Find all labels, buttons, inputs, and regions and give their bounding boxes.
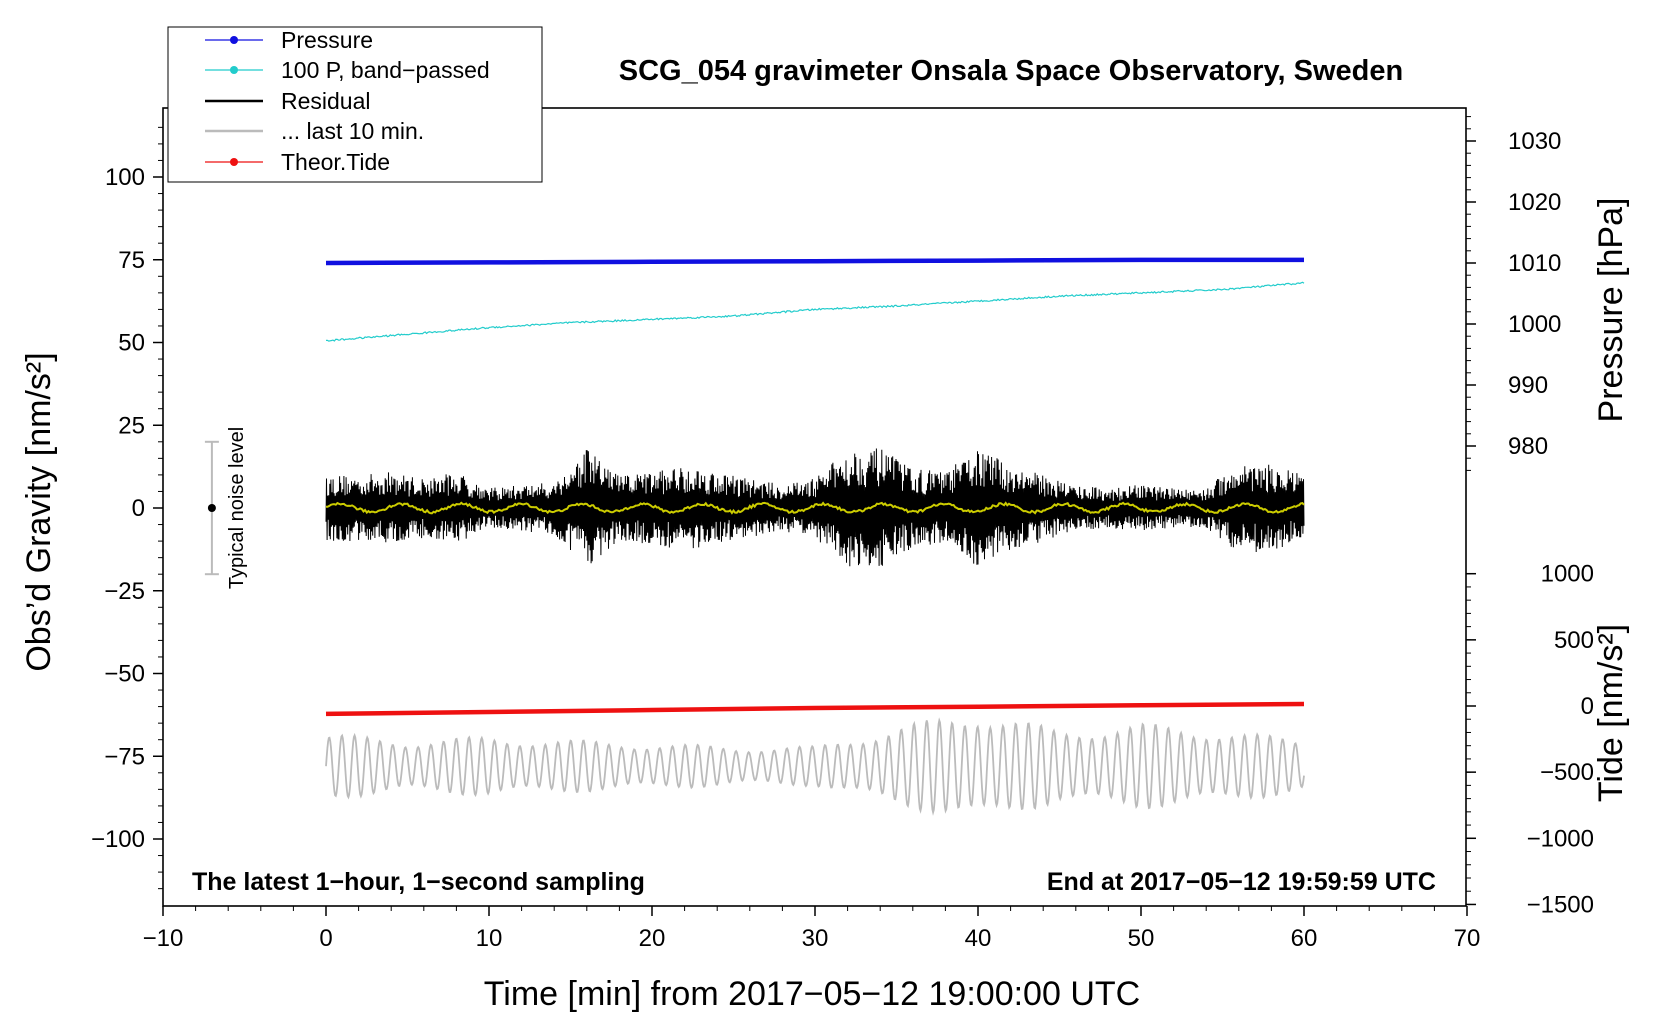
annotation-sampling: The latest 1−hour, 1−second sampling: [192, 868, 645, 896]
left-tick-label: −25: [104, 578, 145, 605]
left-tick-label: −75: [104, 743, 145, 770]
legend: Pressure 100 P, band−passed Residual ...…: [167, 26, 543, 183]
pressure-tick-label: 990: [1508, 372, 1548, 399]
noise-level-label: Typical noise level: [226, 427, 248, 589]
x-tick-label: 10: [476, 925, 503, 952]
left-tick-label: 25: [118, 412, 145, 439]
annotation-end-time: End at 2017−05−12 19:59:59 UTC: [1047, 868, 1436, 896]
tide-tick-label: −1500: [1527, 891, 1594, 918]
legend-swatch-dot: [230, 158, 238, 166]
x-tick-label: −10: [143, 925, 184, 952]
legend-box: [167, 26, 543, 183]
axis-ticks: −10 0 10 20 30 40 50 60 701007550250−25−50−75−10…: [91, 116, 1594, 952]
legend-swatches: [205, 36, 263, 166]
pressure-tick-label: 1020: [1508, 189, 1561, 216]
x-tick-label: 50: [1128, 925, 1155, 952]
left-tick-label: −50: [104, 661, 145, 688]
legend-label-tide: Theor.Tide: [281, 149, 390, 175]
x-tick-label: 20: [639, 925, 666, 952]
tide-tick-label: −500: [1540, 759, 1594, 786]
y-axis-label-tide: Tide [nm/s²]: [1592, 624, 1630, 802]
y-axis-label-gravity: Obs’d Gravity [nm/s²]: [20, 352, 58, 671]
bandpassed-series-line: [325, 281, 1305, 342]
tide-tick-label: 500: [1554, 627, 1594, 654]
pressure-series-line: [325, 257, 1304, 266]
left-tick-label: 100: [105, 164, 145, 191]
left-tick-label: 50: [118, 330, 145, 357]
x-tick-label: 0: [319, 925, 332, 952]
legend-swatch-dot: [230, 66, 238, 74]
residual-series-line: [325, 448, 1305, 567]
legend-swatch-dot: [230, 36, 238, 44]
legend-label-bandpassed: 100 P, band−passed: [281, 57, 490, 83]
tide-tick-label: 1000: [1541, 561, 1594, 588]
legend-label-last10: ... last 10 min.: [281, 118, 424, 144]
x-axis-label: Time [min] from 2017−05−12 19:00:00 UTC: [484, 975, 1140, 1013]
noise-bar-center-dot: [207, 504, 216, 512]
tide-tick-label: −1000: [1527, 825, 1594, 852]
chart-title: SCG_054 gravimeter Onsala Space Observat…: [619, 55, 1403, 87]
residual-mean-line: [326, 501, 1305, 515]
tide-series-line: [325, 701, 1305, 717]
x-tick-label: 40: [965, 925, 992, 952]
legend-label-residual: Residual: [281, 88, 371, 114]
last10-series-line: [325, 717, 1305, 816]
pressure-tick-label: 1030: [1508, 128, 1561, 155]
legend-label-pressure: Pressure: [281, 27, 373, 53]
left-tick-label: 75: [118, 247, 145, 274]
pressure-tick-label: 1010: [1508, 250, 1561, 277]
left-tick-label: −100: [91, 826, 145, 853]
left-tick-label: 0: [132, 495, 145, 522]
y-axis-label-pressure: Pressure [hPa]: [1592, 198, 1630, 423]
plot-data-layer: [204, 257, 1305, 816]
pressure-tick-label: 1000: [1508, 311, 1561, 338]
tide-tick-label: 0: [1581, 693, 1594, 720]
pressure-tick-label: 980: [1508, 433, 1548, 460]
x-tick-label: 70: [1454, 925, 1481, 952]
x-tick-label: 30: [802, 925, 829, 952]
x-tick-label: 60: [1291, 925, 1318, 952]
